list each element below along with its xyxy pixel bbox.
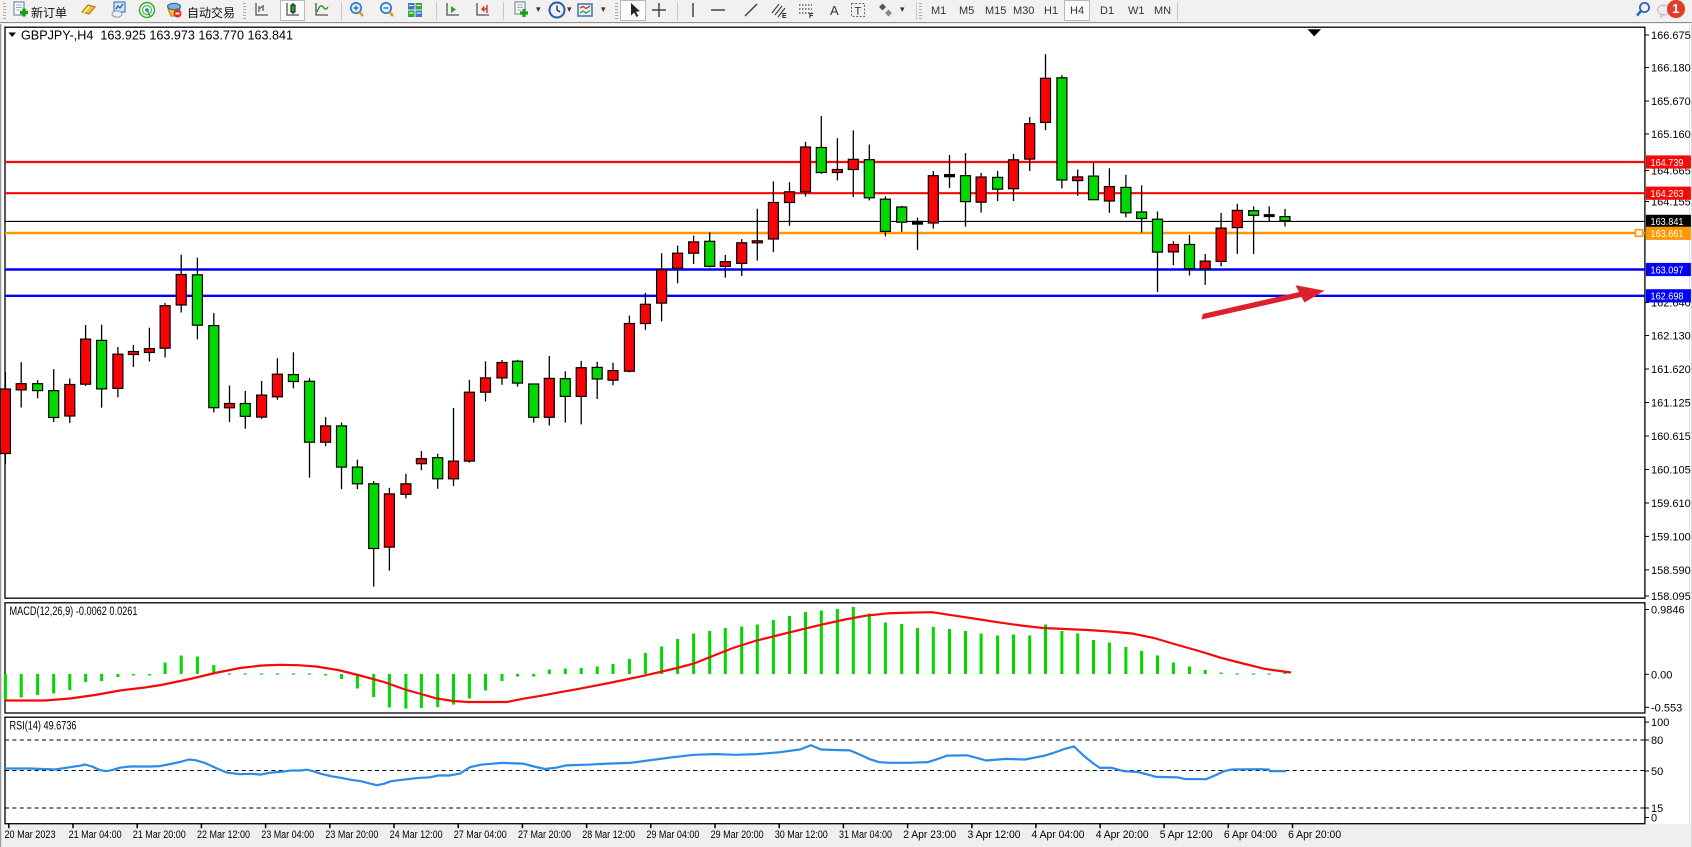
svg-text:0.9846: 0.9846 <box>1651 605 1685 617</box>
svg-text:MACD(12,26,9) -0.0062 0.0261: MACD(12,26,9) -0.0062 0.0261 <box>10 606 138 618</box>
svg-text:158.590: 158.590 <box>1651 565 1691 577</box>
svg-text:RSI(14) 49.6736: RSI(14) 49.6736 <box>10 721 77 733</box>
svg-text:21 Mar 20:00: 21 Mar 20:00 <box>133 829 186 841</box>
svg-text:158.095: 158.095 <box>1651 591 1691 603</box>
svg-text:162.698: 162.698 <box>1651 291 1684 303</box>
svg-text:80: 80 <box>1651 735 1663 747</box>
svg-text:A: A <box>830 3 839 18</box>
svg-text:166.180: 166.180 <box>1651 63 1691 75</box>
svg-text:30 Mar 12:00: 30 Mar 12:00 <box>775 829 828 841</box>
svg-text:163.097: 163.097 <box>1651 264 1684 276</box>
svg-text:163.661: 163.661 <box>1651 228 1684 240</box>
svg-text:165.670: 165.670 <box>1651 96 1691 108</box>
svg-text:161.125: 161.125 <box>1651 398 1691 410</box>
svg-text:164.263: 164.263 <box>1651 188 1684 200</box>
svg-text:159.100: 159.100 <box>1651 531 1691 543</box>
svg-text:29 Mar 20:00: 29 Mar 20:00 <box>711 829 764 841</box>
svg-text:6 Apr 04:00: 6 Apr 04:00 <box>1224 829 1277 841</box>
svg-text:29 Mar 04:00: 29 Mar 04:00 <box>646 829 699 841</box>
svg-text:161.620: 161.620 <box>1651 364 1691 376</box>
svg-text:166.675: 166.675 <box>1651 30 1691 42</box>
svg-text:-0.553: -0.553 <box>1651 702 1682 714</box>
svg-text:20 Mar 2023: 20 Mar 2023 <box>5 829 56 841</box>
svg-text:31 Mar 04:00: 31 Mar 04:00 <box>839 829 892 841</box>
svg-text:5 Apr 12:00: 5 Apr 12:00 <box>1160 829 1213 841</box>
svg-text:6 Apr 20:00: 6 Apr 20:00 <box>1288 829 1341 841</box>
svg-text:0: 0 <box>1651 813 1657 825</box>
svg-text:23 Mar 20:00: 23 Mar 20:00 <box>325 829 378 841</box>
svg-text:163.841: 163.841 <box>1651 216 1684 228</box>
svg-text:3 Apr 12:00: 3 Apr 12:00 <box>968 829 1021 841</box>
svg-text:24 Mar 12:00: 24 Mar 12:00 <box>390 829 443 841</box>
svg-text:160.615: 160.615 <box>1651 431 1691 443</box>
svg-text:27 Mar 20:00: 27 Mar 20:00 <box>518 829 571 841</box>
svg-text:164.739: 164.739 <box>1651 157 1684 169</box>
svg-text:GBPJPY-,H4 163.925 163.973 16: GBPJPY-,H4 163.925 163.973 163.770 163.8… <box>21 29 293 43</box>
svg-text:27 Mar 04:00: 27 Mar 04:00 <box>454 829 507 841</box>
svg-text:2 Apr 23:00: 2 Apr 23:00 <box>903 829 956 841</box>
svg-text:159.610: 159.610 <box>1651 498 1691 510</box>
svg-text:100: 100 <box>1651 717 1669 729</box>
svg-text:F: F <box>809 13 814 19</box>
svg-text:4 Apr 20:00: 4 Apr 20:00 <box>1096 829 1149 841</box>
svg-text:0.00: 0.00 <box>1651 669 1672 681</box>
svg-text:23 Mar 04:00: 23 Mar 04:00 <box>261 829 314 841</box>
svg-text:E: E <box>782 13 787 19</box>
svg-text:4 Apr 04:00: 4 Apr 04:00 <box>1032 829 1085 841</box>
svg-text:160.105: 160.105 <box>1651 465 1691 477</box>
svg-text:22 Mar 12:00: 22 Mar 12:00 <box>197 829 250 841</box>
svg-text:162.130: 162.130 <box>1651 331 1691 343</box>
svg-text:50: 50 <box>1651 766 1663 778</box>
svg-text:21 Mar 04:00: 21 Mar 04:00 <box>69 829 122 841</box>
svg-text:165.160: 165.160 <box>1651 129 1691 141</box>
svg-text:T: T <box>855 6 862 18</box>
svg-text:28 Mar 12:00: 28 Mar 12:00 <box>582 829 635 841</box>
svg-text:15: 15 <box>1651 803 1663 815</box>
